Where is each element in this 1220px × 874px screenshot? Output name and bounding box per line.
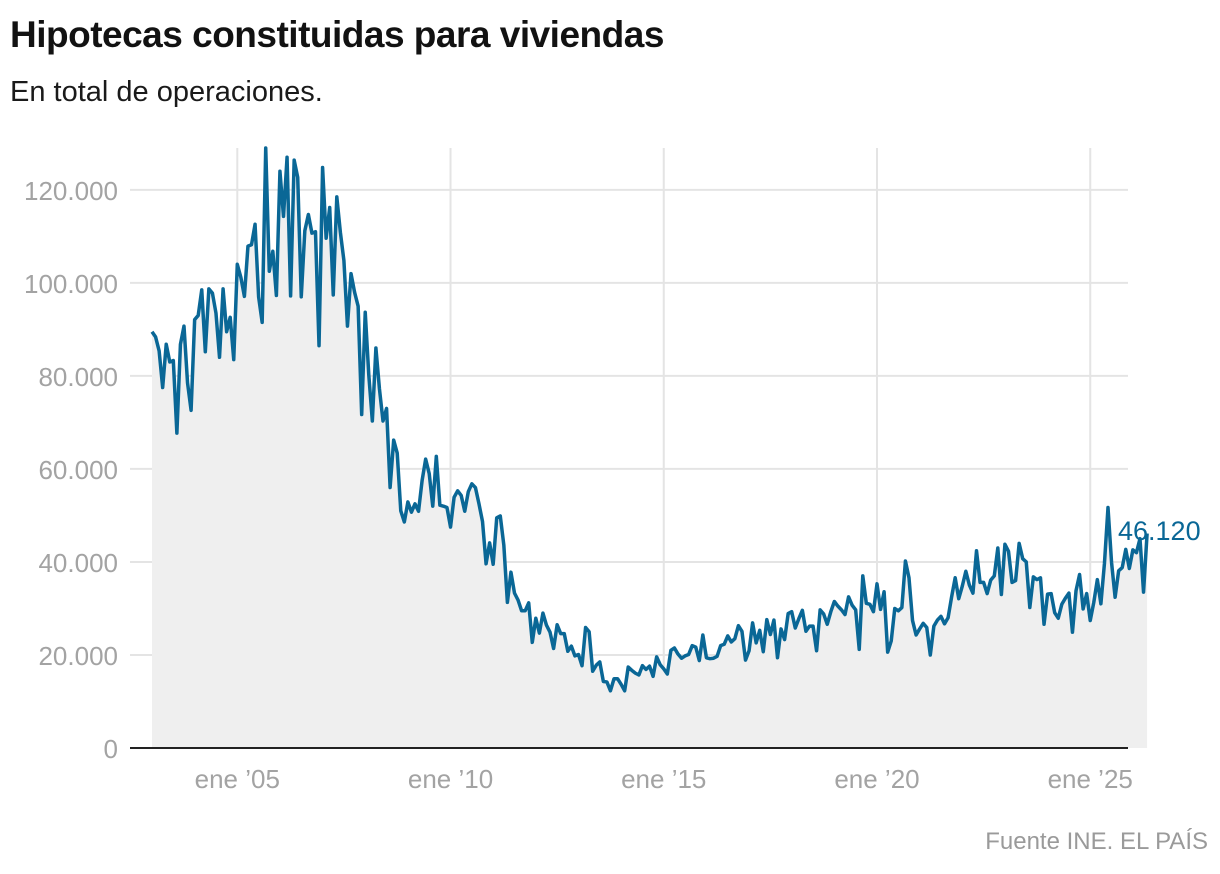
- source-credit: Fuente INE. EL PAÍS: [985, 828, 1208, 855]
- y-tick-label: 40.000: [38, 548, 118, 578]
- x-tick-label: ene ’10: [408, 764, 493, 794]
- y-tick-label: 20.000: [38, 641, 118, 671]
- y-tick-label: 100.000: [24, 269, 118, 299]
- x-tick-label: ene ’25: [1048, 764, 1133, 794]
- y-tick-label: 120.000: [24, 176, 118, 206]
- chart-subtitle: En total de operaciones.: [10, 76, 323, 108]
- y-tick-label: 80.000: [38, 362, 118, 392]
- y-tick-label: 60.000: [38, 455, 118, 485]
- x-tick-label: ene ’20: [834, 764, 919, 794]
- x-tick-label: ene ’05: [195, 764, 280, 794]
- y-tick-label: 0: [104, 734, 118, 764]
- series-area-fill: [152, 148, 1148, 748]
- last-value-label: 46.120: [1118, 516, 1201, 546]
- chart-title: Hipotecas constituidas para viviendas: [10, 14, 664, 55]
- y-tick-labels: 0 20.000 40.000 60.000 80.000 100.000 120.000: [24, 176, 118, 764]
- series-line: [150, 146, 1149, 693]
- x-tick-label: ene ’15: [621, 764, 706, 794]
- x-tick-labels: ene ’05 ene ’10 ene ’15 ene ’20 ene ’25: [195, 764, 1133, 794]
